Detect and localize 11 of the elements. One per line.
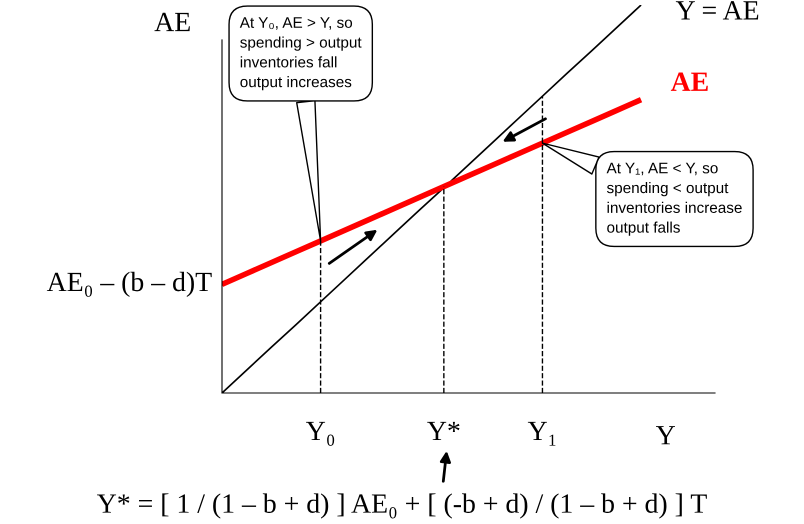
text: AE₀ – (b – d)T bbox=[46, 272, 212, 297]
x-axis-title: Y bbox=[656, 426, 676, 444]
annotation: At Y₀, AE > Y, so spending > output inventories fall output increases bbox=[240, 17, 362, 90]
series-label: AE bbox=[670, 72, 708, 91]
x-tick-label: Y₀ bbox=[306, 422, 334, 446]
y-axis-title: AE bbox=[154, 12, 190, 32]
text: Y* = [ 1 / (1 – b + d) ] AE₀ + [ (-b + d) / (1 – b + d) ] T bbox=[97, 493, 707, 519]
x-tick-label: Y₁ bbox=[528, 422, 556, 446]
x-tick-label: Y* bbox=[427, 422, 460, 440]
series-label: Y = AE bbox=[676, 1, 758, 20]
annotation: At Y₁, AE < Y, so spending < output inventories increase output falls bbox=[606, 162, 742, 236]
